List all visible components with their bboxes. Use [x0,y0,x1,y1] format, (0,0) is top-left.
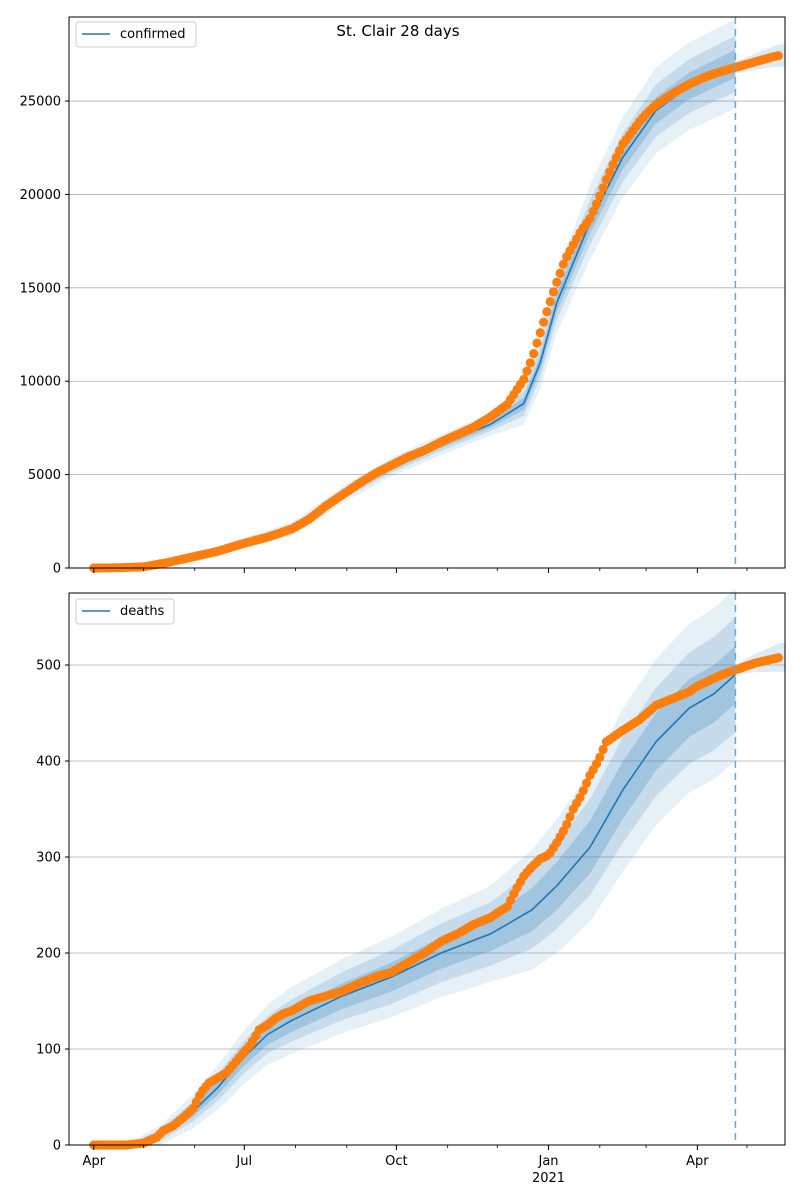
confirmed-axes: 0 5000 10000 15000 20000 25000 [20,95,748,577]
deaths-observed-point [562,819,572,830]
deaths-observed-point [565,812,575,822]
deaths-legend: deaths [75,598,175,625]
confirmed-observed-point [598,183,608,193]
confirmed-panel: 0 5000 10000 15000 20000 25000 confirmed [20,16,786,577]
confirmed-observed-point [608,160,618,170]
confirmed-observed-point [525,358,535,368]
confirmed-axes-frame [68,16,786,569]
deaths-x-tick-label: Apr [83,1154,106,1169]
confirmed-y-tick-label: 15000 [20,281,61,296]
confirmed-observed-point [522,366,532,376]
confirmed-observed-point [585,214,595,224]
deaths-panel: 0 100 200 300 400 500 Apr Jul Oct Jan Apr 2021 deat… [36,588,786,1186]
confirmed-observed-point [591,199,602,209]
confirmed-legend-label: confirmed [120,27,186,42]
deaths-x-year-label: 2021 [532,1171,565,1186]
confirmed-band-1 [93,49,736,568]
deaths-x-tick-label: Jan [538,1154,559,1169]
deaths-x-tick-label: Oct [385,1154,407,1169]
confirmed-y-tick-label: 25000 [20,95,61,110]
deaths-x-tick-label: Jul [235,1154,252,1169]
confirmed-observed-point [539,317,549,327]
confirmed-observed-point [552,277,562,287]
deaths-y-tick-label: 200 [36,947,61,962]
deaths-observed-points [89,653,784,1150]
deaths-observed-point [582,778,592,788]
deaths-y-tick-label: 0 [53,1139,61,1154]
deaths-axes-frame [68,592,786,1146]
deaths-y-tick-label: 500 [36,659,61,674]
confirmed-observed-point [605,167,615,177]
confirmed-observed-point [601,174,612,185]
confirmed-observed-point [588,206,598,216]
confirmed-observed-point [519,374,529,384]
confirmed-observed-point [773,51,784,61]
deaths-x-tick-label: Apr [686,1154,709,1169]
deaths-observed-point [595,752,605,762]
confirmed-observed-point [545,297,555,307]
confirmed-y-tick-label: 5000 [28,468,61,483]
deaths-uncertainty-bands [93,588,785,1145]
confirmed-observed-point [535,328,545,338]
deaths-y-tick-label: 400 [36,755,61,770]
confirmed-y-tick-label: 20000 [20,188,61,203]
confirmed-observed-point [529,349,539,359]
confirmed-observed-point [555,268,565,278]
deaths-band-3 [93,588,736,1145]
deaths-axes: 0 100 200 300 400 500 Apr Jul Oct Jan Apr 2021 [36,659,748,1186]
deaths-y-tick-label: 300 [36,851,61,866]
deaths-legend-box [75,598,175,625]
confirmed-band-2 [93,35,736,568]
deaths-observed-point [578,786,588,796]
deaths-series [89,593,784,1150]
deaths-observed-point [773,653,784,663]
deaths-legend-label: deaths [120,604,165,619]
deaths-y-tick-label: 100 [36,1043,61,1058]
confirmed-legend-box [75,21,197,48]
confirmed-observed-point [532,338,542,348]
confirmed-observed-point [558,259,569,269]
confirmed-y-tick-label: 0 [53,562,61,577]
deaths-observed-point [598,744,608,755]
confirmed-y-tick-label: 10000 [20,375,61,390]
confirmed-series [89,17,784,573]
figure-title: St. Clair 28 days [336,22,459,40]
confirmed-observed-point [548,287,559,297]
confirmed-observed-point [611,152,621,163]
confirmed-legend: confirmed [75,21,197,48]
confirmed-observed-point [542,307,552,317]
confirmed-observed-point [595,191,605,201]
confirmed-gridlines [69,100,785,476]
